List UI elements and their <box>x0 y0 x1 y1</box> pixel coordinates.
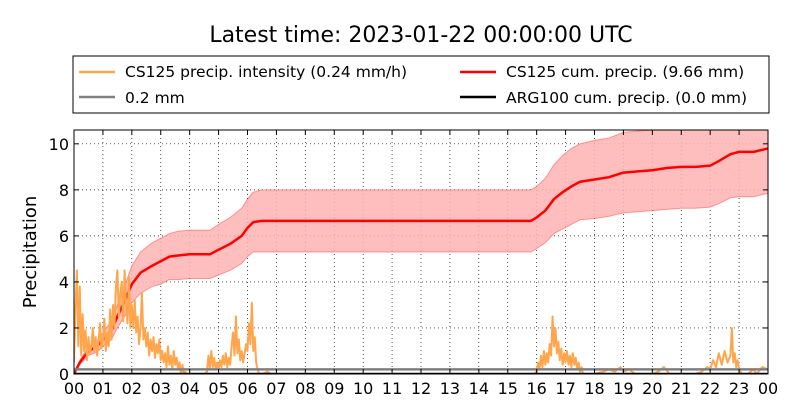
y-tick-label: 10 <box>49 135 69 154</box>
legend: CS125 precip. intensity (0.24 mm/h) 0.2 … <box>72 55 770 114</box>
legend-label-threshold: 0.2 mm <box>125 89 185 107</box>
x-tick-label: 20 <box>642 379 662 398</box>
x-tick-label: 00 <box>758 379 778 398</box>
legend-label-intensity: CS125 precip. intensity (0.24 mm/h) <box>125 63 407 81</box>
x-tick-label: 23 <box>729 379 749 398</box>
legend-label-cs125-cum: CS125 cum. precip. (9.66 mm) <box>506 63 744 81</box>
x-tick-label: 13 <box>440 379 460 398</box>
x-tick-label: 18 <box>584 379 604 398</box>
x-tick-label: 02 <box>122 379 142 398</box>
x-tick-label: 22 <box>700 379 720 398</box>
y-tick-label: 0 <box>59 365 69 384</box>
x-tick-label: 00 <box>64 379 84 398</box>
legend-box <box>72 55 770 114</box>
x-tick-label: 06 <box>237 379 257 398</box>
legend-label-arg100-cum: ARG100 cum. precip. (0.0 mm) <box>506 89 747 107</box>
x-tick-label: 03 <box>151 379 171 398</box>
y-tick-label: 6 <box>59 227 69 246</box>
x-tick-label: 14 <box>469 379 489 398</box>
x-tick-label: 17 <box>555 379 575 398</box>
axis-ticks: 00 01 02 03 04 05 06 07 08 09 10 11 12 13 14 15 16 17 18 19… <box>49 130 778 398</box>
x-tick-label: 15 <box>498 379 518 398</box>
x-tick-label: 19 <box>613 379 633 398</box>
x-tick-label: 12 <box>411 379 431 398</box>
x-tick-label: 09 <box>324 379 344 398</box>
x-tick-label: 16 <box>526 379 546 398</box>
y-tick-label: 2 <box>59 319 69 338</box>
x-tick-label: 10 <box>353 379 373 398</box>
x-tick-label: 05 <box>208 379 228 398</box>
x-tick-label: 08 <box>295 379 315 398</box>
x-tick-label: 21 <box>671 379 691 398</box>
series-line-2 <box>74 147 768 374</box>
y-axis-label: Precipitation <box>20 196 41 309</box>
x-tick-label: 07 <box>266 379 286 398</box>
x-tick-label: 01 <box>93 379 113 398</box>
x-tick-label: 11 <box>382 379 402 398</box>
y-tick-label: 4 <box>59 273 69 292</box>
chart-title: Latest time: 2023-01-22 00:00:00 UTC <box>209 23 632 48</box>
x-tick-label: 04 <box>179 379 199 398</box>
uncertainty-band <box>74 130 768 374</box>
y-tick-label: 8 <box>59 181 69 200</box>
